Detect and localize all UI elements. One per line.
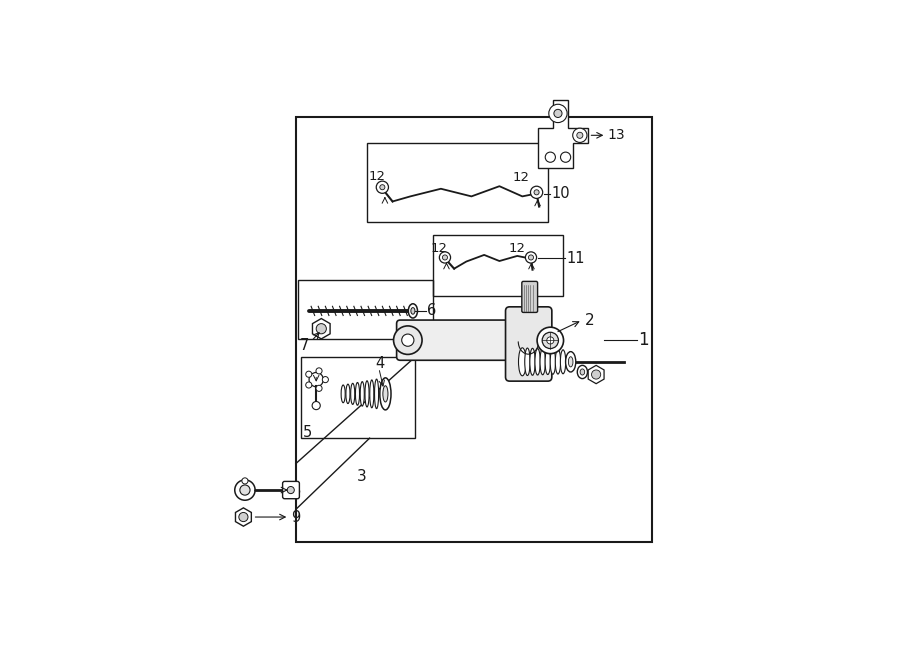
Ellipse shape (351, 383, 355, 405)
FancyBboxPatch shape (283, 481, 300, 498)
Text: 9: 9 (291, 510, 300, 525)
Ellipse shape (561, 350, 566, 373)
Ellipse shape (365, 381, 369, 407)
Text: 12: 12 (431, 243, 448, 255)
Circle shape (235, 480, 255, 500)
Circle shape (591, 370, 600, 379)
Circle shape (542, 332, 559, 348)
Text: 12: 12 (369, 169, 386, 182)
Text: 13: 13 (608, 128, 625, 142)
Circle shape (376, 181, 389, 193)
Text: 5: 5 (303, 424, 312, 440)
Ellipse shape (535, 348, 540, 375)
Ellipse shape (346, 384, 350, 404)
Circle shape (401, 334, 414, 346)
Ellipse shape (530, 348, 536, 375)
Ellipse shape (411, 307, 415, 314)
Circle shape (577, 132, 583, 138)
Ellipse shape (374, 379, 379, 408)
Polygon shape (236, 508, 251, 526)
Circle shape (439, 252, 451, 263)
Text: 6: 6 (428, 303, 436, 319)
Circle shape (239, 485, 250, 495)
Text: 12: 12 (513, 171, 530, 184)
FancyBboxPatch shape (397, 320, 523, 360)
Circle shape (322, 377, 328, 383)
Ellipse shape (356, 383, 359, 405)
Ellipse shape (525, 348, 530, 375)
Bar (433, 235, 563, 295)
Circle shape (393, 326, 422, 354)
Text: 10: 10 (552, 186, 571, 202)
Ellipse shape (545, 349, 551, 375)
Ellipse shape (569, 357, 573, 367)
Text: 3: 3 (357, 469, 367, 484)
Circle shape (530, 186, 543, 198)
Circle shape (534, 190, 539, 195)
Ellipse shape (360, 381, 364, 406)
Ellipse shape (577, 366, 588, 379)
Circle shape (238, 512, 248, 522)
Circle shape (287, 486, 294, 494)
Ellipse shape (580, 369, 585, 375)
Circle shape (545, 152, 555, 163)
Polygon shape (589, 366, 604, 383)
Circle shape (316, 368, 322, 374)
Text: 12: 12 (508, 243, 526, 255)
Text: 2: 2 (584, 313, 594, 328)
Text: 1: 1 (638, 331, 649, 350)
Text: 7: 7 (300, 338, 310, 353)
Text: 8: 8 (292, 483, 302, 498)
Circle shape (554, 109, 562, 118)
Ellipse shape (565, 352, 576, 372)
Ellipse shape (518, 348, 526, 376)
Ellipse shape (380, 378, 391, 410)
Circle shape (309, 373, 323, 387)
Ellipse shape (555, 350, 561, 374)
Circle shape (316, 385, 322, 391)
Polygon shape (312, 319, 330, 339)
Ellipse shape (409, 304, 418, 318)
Ellipse shape (550, 349, 555, 374)
Circle shape (526, 252, 536, 263)
Circle shape (316, 324, 327, 334)
Circle shape (443, 255, 447, 260)
Circle shape (572, 128, 587, 142)
Bar (367, 143, 548, 222)
Circle shape (528, 255, 534, 260)
Text: 4: 4 (375, 356, 384, 371)
Ellipse shape (540, 349, 545, 375)
Circle shape (537, 327, 563, 354)
Circle shape (549, 104, 567, 122)
Circle shape (380, 184, 385, 190)
Circle shape (547, 337, 553, 344)
Ellipse shape (382, 386, 388, 402)
Bar (301, 357, 416, 438)
Circle shape (312, 401, 320, 410)
Circle shape (561, 152, 571, 163)
Ellipse shape (341, 385, 346, 403)
Circle shape (242, 478, 248, 484)
Circle shape (306, 382, 311, 388)
Circle shape (306, 371, 311, 377)
FancyBboxPatch shape (522, 282, 537, 313)
FancyBboxPatch shape (506, 307, 552, 381)
Bar (299, 280, 433, 339)
Text: 11: 11 (566, 251, 585, 266)
Bar (296, 118, 652, 543)
Polygon shape (537, 100, 589, 169)
Ellipse shape (370, 380, 374, 408)
